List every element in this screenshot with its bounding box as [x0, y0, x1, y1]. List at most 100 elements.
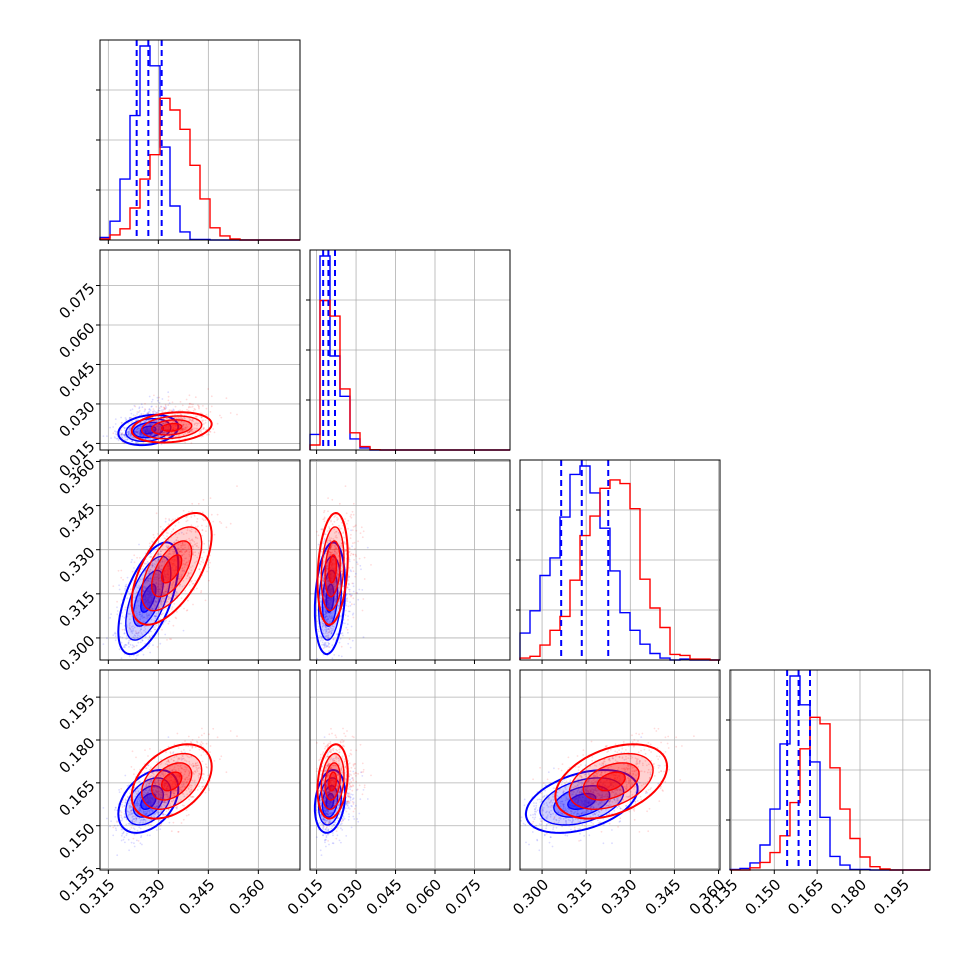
sample-point-s0-3-2-112	[562, 807, 565, 809]
sample-point-s0-1-0-40	[157, 409, 160, 412]
sample-point-s1-2-0-222	[209, 497, 212, 499]
sample-point-s0-3-0-1292	[136, 839, 138, 842]
sample-point-s0-1-0-164	[155, 411, 158, 414]
sample-point-s0-3-0-784	[124, 774, 127, 777]
sample-point-s0-2-0-24	[128, 646, 130, 648]
sample-point-s0-3-0-752	[149, 834, 151, 837]
sample-point-s0-2-1-528	[350, 625, 353, 628]
sample-point-s0-3-2-552	[548, 841, 551, 844]
sample-point-s0-2-0-114	[163, 585, 166, 588]
sample-point-s0-1-0-668	[150, 400, 153, 403]
sample-point-s0-3-0-856	[102, 807, 105, 809]
sample-point-s0-3-0-38	[155, 789, 158, 792]
sample-point-s0-3-0-1226	[113, 824, 116, 827]
sample-point-s1-3-1-126	[355, 775, 357, 777]
sample-point-s0-3-2-194	[579, 832, 581, 835]
sample-point-s0-1-0-54	[136, 430, 139, 433]
sample-point-s0-2-0-120	[110, 613, 112, 615]
sample-point-s0-1-0-52	[157, 431, 160, 434]
sample-point-s0-3-2-126	[638, 781, 641, 784]
sample-point-s1-3-1-34	[331, 732, 333, 735]
sample-point-s1-3-0-198	[144, 749, 146, 751]
sample-point-s0-1-0-124	[114, 423, 117, 425]
sample-point-s0-3-1-766	[339, 823, 342, 826]
sample-point-s0-3-1-802	[315, 836, 318, 839]
sample-point-s1-1-0-144	[167, 399, 170, 402]
sample-point-s1-2-0-140	[120, 593, 123, 596]
sample-point-s0-3-0-78	[131, 816, 134, 818]
sample-point-s0-3-0-1068	[116, 854, 119, 857]
sample-point-s0-3-1-586	[328, 843, 330, 846]
sample-point-s0-3-0-722	[126, 832, 128, 835]
sample-point-s0-2-1-88	[347, 615, 349, 617]
sample-point-s0-3-0-586	[141, 843, 143, 846]
sample-point-s0-2-0-1110	[124, 587, 126, 590]
sample-point-s0-2-0-856	[102, 643, 105, 645]
panel-backgrounds	[100, 40, 930, 870]
sample-point-s0-2-0-64	[158, 573, 161, 576]
sample-point-s1-2-0-22	[207, 564, 210, 566]
sample-point-s0-3-1-84	[330, 811, 332, 814]
sample-point-s0-3-0-140	[120, 839, 123, 842]
sample-point-s0-1-0-690	[114, 430, 116, 433]
sample-point-s0-3-0-796	[127, 838, 130, 841]
sample-point-s0-3-2-1158	[551, 845, 554, 848]
sample-point-s0-2-1-94	[336, 633, 339, 636]
sample-point-s0-3-2-90	[587, 772, 590, 775]
sample-point-s0-3-2-1230	[547, 771, 550, 774]
sample-point-s0-3-0-1222	[146, 834, 149, 837]
sample-point-s0-2-1-590	[351, 613, 354, 616]
sample-point-s0-3-1-886	[341, 829, 344, 831]
sample-point-s0-2-0-490	[106, 637, 108, 640]
sample-point-s0-2-0-102	[135, 644, 138, 647]
sample-point-s0-3-0-122	[120, 819, 123, 822]
sample-point-s0-3-2-20	[624, 770, 627, 773]
sample-point-s1-2-1-108	[352, 616, 355, 619]
sample-point-s0-2-1-922	[338, 654, 340, 657]
sample-point-s0-2-0-172	[154, 626, 156, 628]
sample-point-s0-1-0-154	[145, 419, 148, 422]
sample-point-s0-2-1-102	[323, 644, 326, 647]
sample-point-s0-2-1-22	[322, 624, 325, 627]
sample-point-s1-1-0-84	[142, 413, 145, 415]
sample-point-s0-1-0-760	[117, 439, 120, 442]
sample-point-s0-2-1-174	[320, 528, 323, 531]
panel-3-0	[100, 670, 300, 870]
sample-point-s0-2-1-28	[325, 611, 327, 614]
sample-point-s0-3-2-152	[577, 828, 580, 830]
sample-point-s0-3-0-142	[115, 829, 118, 832]
sample-point-s0-1-0-148	[144, 409, 147, 411]
sample-point-s0-3-0-576	[122, 838, 125, 841]
sample-point-s0-3-2-898	[525, 841, 527, 844]
sample-point-s0-3-0-464	[120, 834, 123, 837]
sample-point-s0-3-0-86	[133, 818, 135, 820]
sample-point-s0-3-2-96	[589, 806, 592, 809]
sample-point-s0-3-1-40	[348, 802, 351, 804]
sample-point-s0-2-0-94	[164, 633, 167, 636]
sample-point-s1-2-1-162	[348, 590, 351, 593]
sample-point-s0-3-1-88	[347, 792, 349, 795]
sample-point-s0-3-1-1068	[320, 854, 323, 857]
sample-point-s0-3-1-752	[336, 834, 339, 837]
sample-point-s1-2-1-110	[357, 540, 359, 543]
sample-point-s0-2-0-144	[149, 651, 152, 654]
sample-point-s0-3-1-140	[323, 839, 326, 842]
sample-point-s0-2-1-960	[349, 604, 352, 607]
sample-point-s0-2-0-146	[136, 601, 139, 603]
sample-point-s0-3-1-552	[340, 841, 342, 844]
sample-point-s1-2-1-84	[345, 609, 347, 612]
sample-point-s0-1-0-162	[136, 431, 139, 433]
sample-point-s0-2-0-1094	[152, 644, 154, 646]
sample-point-s0-1-0-120	[110, 437, 112, 439]
sample-point-s1-3-2-2	[561, 763, 564, 765]
sample-point-s0-2-1-230	[351, 639, 354, 642]
sample-point-s1-3-1-108	[352, 803, 355, 805]
sample-point-s0-3-1-102	[323, 818, 326, 820]
sample-point-s1-1-0-200	[159, 405, 162, 408]
sample-point-s0-3-0-118	[137, 796, 140, 799]
sample-point-s0-3-0-552	[130, 841, 133, 844]
sample-point-s1-2-1-22	[370, 564, 372, 566]
sample-point-s0-2-1-140	[323, 641, 326, 644]
sample-point-s0-3-2-102	[533, 818, 536, 820]
sample-point-s0-3-2-600	[520, 816, 523, 819]
